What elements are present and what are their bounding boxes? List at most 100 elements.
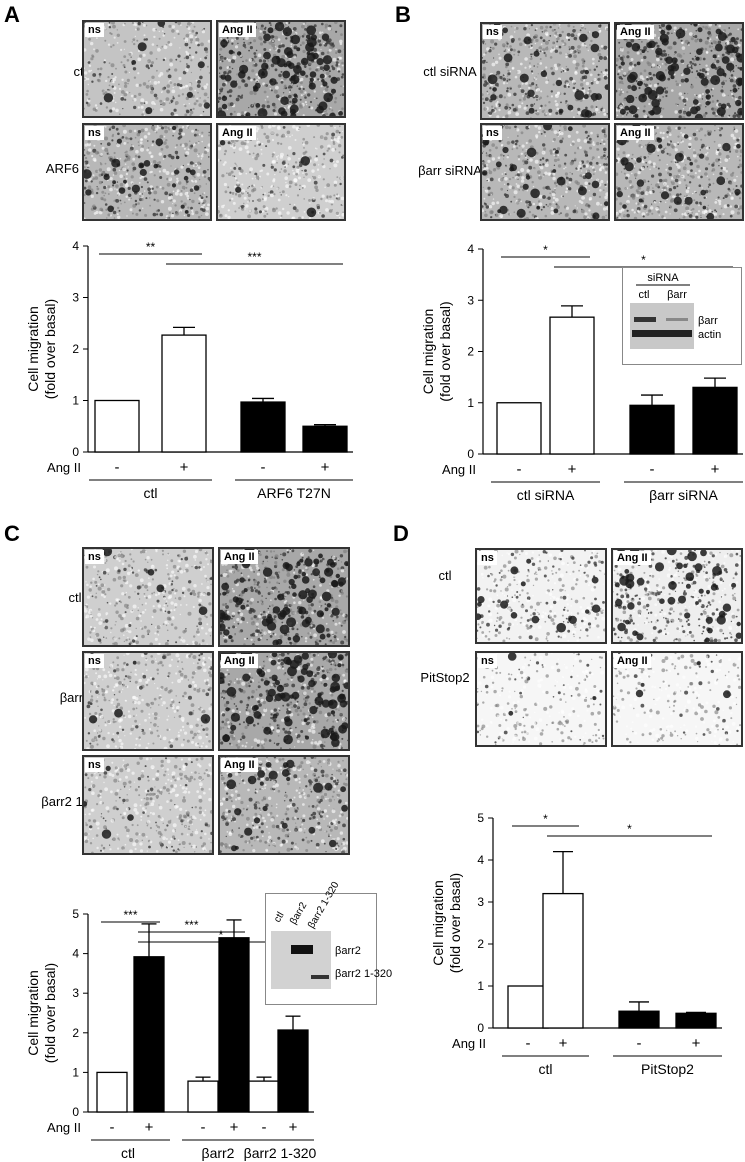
y-tick-label: 4 — [467, 242, 474, 256]
micrograph-a-arf6-angii: Ang II — [216, 123, 346, 221]
blot-band-label: βarr — [698, 315, 718, 327]
bar — [542, 892, 584, 1029]
y-tick-label: 1 — [72, 1065, 79, 1079]
micrograph-b-barr-angii: Ang II — [614, 123, 744, 221]
treatment-label: - — [110, 1119, 115, 1136]
significance-label: *** — [184, 918, 198, 932]
panel-letter-c: C — [4, 521, 20, 546]
y-tick-label: 2 — [477, 937, 484, 951]
y-tick-label: 0 — [72, 445, 79, 459]
treatment-label: - — [526, 1035, 531, 1052]
treatment-label: - — [517, 461, 522, 478]
y-axis-label: (fold over basal) — [42, 299, 58, 399]
treatment-label: + — [230, 1119, 239, 1136]
bar — [240, 401, 286, 453]
y-tick-label: 1 — [467, 396, 474, 410]
treatment-label: - — [201, 1119, 206, 1136]
treatment-label: + — [692, 1035, 701, 1052]
micrograph-b-ctl-angii: Ang II — [614, 22, 744, 120]
y-tick-label: 3 — [477, 895, 484, 909]
group-label: βarr2 1-320 — [244, 1145, 317, 1161]
treatment-label: + — [568, 461, 577, 478]
group-label: ctl siRNA — [517, 487, 575, 503]
micrograph-d-ctl-angii: Ang II — [611, 548, 743, 644]
micrograph-b-barr-ns: ns — [480, 123, 610, 221]
chart-c: 0 1 2 3 4 5 Cell migration (fold over basal) - + -… — [25, 907, 317, 1161]
blot-band-barr2 — [291, 945, 313, 954]
micrograph-tag: Ang II — [221, 550, 258, 564]
micrograph-tag: ns — [85, 654, 104, 668]
significance-label: * — [543, 812, 548, 826]
blot-lane-label: βarr — [667, 289, 687, 301]
bar — [618, 1010, 660, 1029]
y-tick-label: 0 — [72, 1105, 79, 1119]
significance-label: * — [543, 243, 548, 257]
group-label: ctl — [539, 1061, 553, 1077]
treatment-row-label: Ang II — [47, 460, 81, 475]
significance-label: * — [627, 822, 632, 836]
group-label: βarr siRNA — [649, 487, 718, 503]
micrograph-c-ctl-angii: Ang II — [218, 547, 350, 647]
row-label-d-1: PitStop2 — [420, 670, 470, 685]
y-tick-label: 3 — [467, 293, 474, 307]
bar — [161, 334, 207, 453]
significance-label: ** — [146, 240, 156, 254]
micrograph-tag: ns — [85, 550, 104, 564]
micrograph-tag: ns — [483, 126, 502, 140]
micrograph-d-pit-angii: Ang II — [611, 651, 743, 747]
y-axis-label: Cell migration — [430, 880, 446, 966]
blot-band-barr2-truncated — [311, 975, 329, 979]
micrograph-tag: Ang II — [219, 126, 256, 140]
treatment-row-label: Ang II — [442, 462, 476, 477]
y-axis-label: (fold over basal) — [42, 963, 58, 1063]
row-label-c-0: ctl — [68, 590, 82, 605]
micrograph-c-ctl-ns: ns — [82, 547, 214, 647]
micrograph-d-ctl-ns: ns — [475, 548, 607, 644]
treatment-label: - — [262, 1119, 267, 1136]
micrograph-tag: Ang II — [614, 654, 651, 668]
significance-label: *** — [247, 250, 261, 264]
y-tick-label: 4 — [72, 947, 79, 961]
treatment-label: - — [637, 1035, 642, 1052]
treatment-label: - — [650, 461, 655, 478]
panel-letter-d: D — [393, 521, 409, 546]
treatment-label: + — [145, 1119, 154, 1136]
bar — [496, 402, 542, 455]
micrograph-tag: ns — [85, 23, 104, 37]
blot-band-actin — [632, 330, 692, 337]
y-tick-label: 4 — [72, 239, 79, 253]
y-tick-label: 2 — [467, 345, 474, 359]
bar — [248, 1080, 280, 1113]
bar — [277, 1029, 309, 1113]
y-tick-label: 4 — [477, 853, 484, 867]
y-tick-label: 0 — [477, 1021, 484, 1035]
micrograph-tag: Ang II — [221, 654, 258, 668]
significance-label: * — [641, 253, 646, 267]
group-label: PitStop2 — [641, 1061, 694, 1077]
micrograph-tag: Ang II — [614, 551, 651, 565]
y-tick-label: 2 — [72, 342, 79, 356]
chart-d: 0 1 2 3 4 5 Cell migration (fold over basal) - + -… — [430, 811, 722, 1077]
micrograph-tag: ns — [85, 758, 104, 772]
treatment-label: + — [559, 1035, 568, 1052]
bar — [133, 956, 165, 1113]
treatment-label: - — [115, 459, 120, 476]
micrograph-a-arf6-ns: ns — [82, 123, 212, 221]
treatment-row-label: Ang II — [452, 1036, 486, 1051]
micrograph-tag: Ang II — [219, 23, 256, 37]
significance-label: *** — [123, 908, 137, 922]
micrograph-tag: ns — [478, 654, 497, 668]
bar — [302, 425, 348, 453]
y-axis-label: Cell migration — [25, 970, 41, 1056]
blot-band-label: βarr2 — [335, 945, 361, 957]
micrograph-tag: Ang II — [617, 25, 654, 39]
micrograph-tag: ns — [483, 25, 502, 39]
y-tick-label: 5 — [72, 907, 79, 921]
treatment-row-label: Ang II — [47, 1120, 81, 1135]
micrograph-c-barr2-ns: ns — [82, 651, 214, 751]
panel-letter-b: B — [395, 2, 411, 27]
western-blot-c: ctl βarr2 βarr2 1-320 βarr2 βarr2 1-320 — [265, 880, 392, 1005]
y-tick-label: 3 — [72, 986, 79, 1000]
micrograph-c-barr2t-angii: Ang II — [218, 755, 350, 855]
group-label: βarr2 — [202, 1145, 235, 1161]
